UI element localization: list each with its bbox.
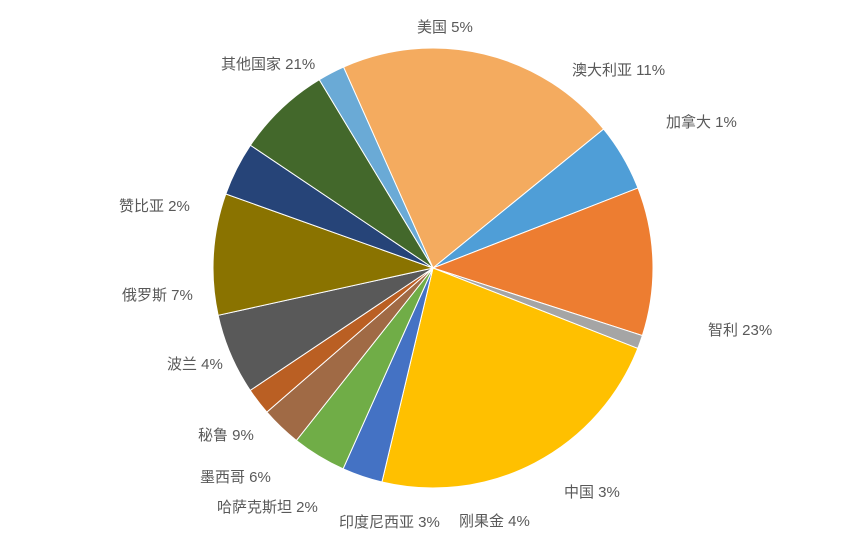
slice-label: 澳大利亚 11%	[572, 63, 665, 78]
pie-chart: 其他国家 21% 美国 5% 澳大利亚 11% 加拿大 1% 智利 23% 中国 3% 刚果…	[0, 0, 866, 536]
pie-svg	[0, 0, 866, 536]
slice-label: 秘鲁 9%	[198, 428, 254, 443]
slice-label: 刚果金 4%	[459, 514, 530, 529]
slice-label: 赞比亚 2%	[119, 199, 190, 214]
slice-label: 智利 23%	[708, 323, 772, 338]
slice-label: 印度尼西亚 3%	[339, 515, 440, 530]
slice-label: 美国 5%	[417, 20, 473, 35]
slice-label: 中国 3%	[564, 485, 620, 500]
slice-label: 波兰 4%	[167, 357, 223, 372]
slice-label: 哈萨克斯坦 2%	[217, 500, 318, 515]
slice-label: 墨西哥 6%	[200, 470, 271, 485]
slice-label: 俄罗斯 7%	[122, 288, 193, 303]
slice-label: 其他国家 21%	[221, 57, 315, 72]
slice-label: 加拿大 1%	[666, 115, 737, 130]
